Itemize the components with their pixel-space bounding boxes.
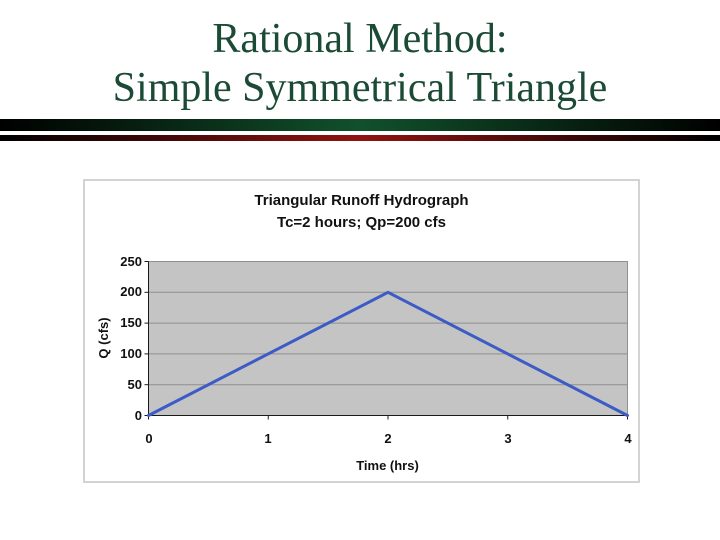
chart-title-block: Triangular Runoff Hydrograph Tc=2 hours;…	[85, 190, 638, 234]
x-axis-title: Time (hrs)	[356, 458, 419, 473]
chart-frame: Triangular Runoff Hydrograph Tc=2 hours;…	[83, 179, 640, 483]
y-tick-label: 0	[134, 408, 142, 423]
y-axis-title: Q (cfs)	[96, 317, 111, 359]
accent-bar-green	[0, 119, 720, 131]
runoff-line	[147, 290, 629, 417]
y-tick-label: 150	[120, 315, 142, 330]
y-tick-label: 100	[120, 346, 142, 361]
y-tick-label: 50	[127, 377, 142, 392]
x-tick-label: 1	[264, 431, 272, 446]
x-tick-label: 3	[504, 431, 512, 446]
slide-title-line-2: Simple Symmetrical Triangle	[112, 65, 608, 111]
x-tick-label: 2	[384, 431, 392, 446]
plot-area	[148, 261, 628, 416]
x-tick-label: 0	[145, 431, 153, 446]
chart-title: Triangular Runoff Hydrograph	[254, 192, 469, 209]
slide-title: Rational Method: Simple Symmetrical Tria…	[0, 15, 720, 113]
y-tick-label: 250	[120, 254, 142, 269]
y-tick-label: 200	[120, 284, 142, 299]
chart-subtitle: Tc=2 hours; Qp=200 cfs	[277, 214, 446, 231]
x-tick-label: 4	[624, 431, 632, 446]
slide-title-line-1: Rational Method:	[212, 16, 508, 62]
accent-bar-red	[0, 135, 720, 141]
hydrograph-svg	[144, 261, 629, 420]
